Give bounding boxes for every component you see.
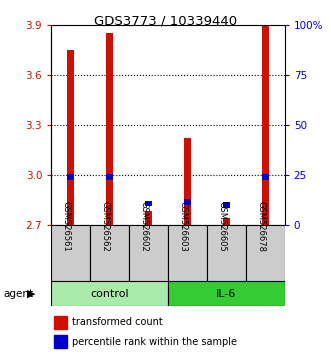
Bar	[262, 174, 269, 180]
Bar	[184, 138, 191, 225]
Bar	[207, 225, 246, 281]
Bar	[223, 202, 230, 208]
Text: ▶: ▶	[27, 289, 36, 299]
Bar	[90, 225, 129, 281]
Bar	[67, 174, 74, 180]
Bar	[51, 225, 90, 281]
Text: GSM526678: GSM526678	[256, 201, 265, 252]
Text: GSM526562: GSM526562	[101, 201, 110, 252]
Bar	[168, 281, 285, 306]
Text: GSM526561: GSM526561	[62, 201, 71, 252]
Bar	[262, 22, 269, 225]
Bar	[246, 225, 285, 281]
Text: GSM526602: GSM526602	[140, 201, 149, 252]
Bar	[223, 218, 230, 225]
Bar	[184, 199, 191, 205]
Bar	[67, 50, 74, 225]
Text: GSM526605: GSM526605	[217, 201, 226, 252]
Text: GSM526603: GSM526603	[178, 201, 187, 252]
Bar	[54, 316, 67, 329]
Bar	[129, 225, 168, 281]
Bar	[145, 201, 152, 206]
Bar	[145, 211, 152, 225]
Text: GDS3773 / 10339440: GDS3773 / 10339440	[94, 14, 237, 27]
Bar	[168, 225, 207, 281]
Bar	[106, 174, 113, 180]
Text: percentile rank within the sample: percentile rank within the sample	[71, 337, 237, 347]
Text: control: control	[90, 289, 129, 299]
Text: IL-6: IL-6	[216, 289, 236, 299]
Text: transformed count: transformed count	[71, 317, 163, 327]
Bar	[51, 281, 168, 306]
Bar	[54, 335, 67, 348]
Text: agent: agent	[3, 289, 33, 299]
Bar	[106, 33, 113, 225]
